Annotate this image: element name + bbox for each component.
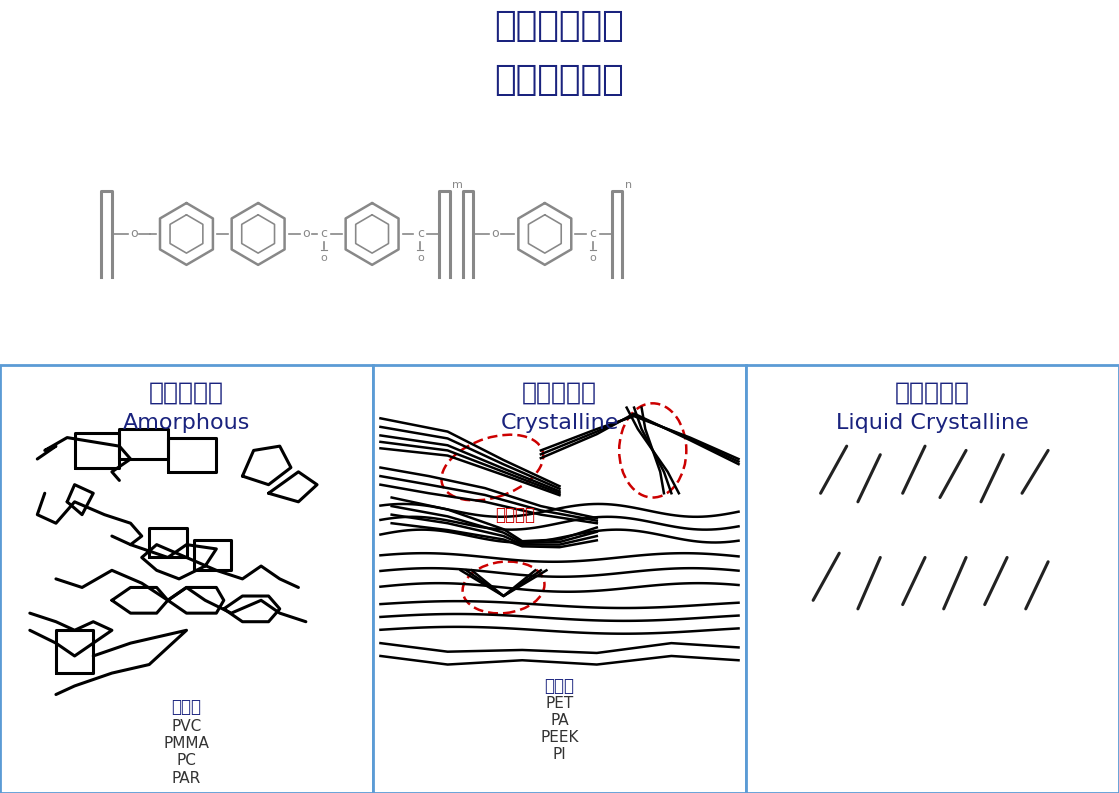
Text: Crystalline: Crystalline (500, 412, 619, 433)
Text: n: n (624, 180, 632, 190)
Text: m: m (452, 180, 463, 190)
Text: o: o (417, 253, 424, 262)
Text: c: c (320, 228, 328, 240)
Text: PEEK: PEEK (540, 730, 579, 745)
Text: 液晶膜構造式: 液晶膜構造式 (495, 63, 624, 98)
Text: 液晶聚合物: 液晶聚合物 (895, 381, 970, 404)
Text: PAR: PAR (172, 771, 201, 786)
Text: 【例】: 【例】 (171, 699, 201, 716)
Text: PI: PI (553, 747, 566, 762)
Text: 非晶性塑料: 非晶性塑料 (149, 381, 224, 404)
Text: PET: PET (545, 695, 574, 711)
Text: 結晶性塑料: 結晶性塑料 (521, 381, 598, 404)
Text: PVC: PVC (171, 719, 201, 734)
Text: PA: PA (551, 713, 568, 728)
Text: o: o (491, 228, 499, 240)
Text: 結晶組織: 結晶組織 (495, 506, 535, 523)
Text: 【例】: 【例】 (545, 677, 574, 695)
Text: c: c (416, 228, 424, 240)
Text: o: o (590, 253, 596, 262)
Text: o: o (130, 228, 138, 240)
Text: o: o (302, 228, 310, 240)
Text: Amorphous: Amorphous (123, 412, 251, 433)
Text: PMMA: PMMA (163, 736, 209, 751)
Text: 超级工程塑料: 超级工程塑料 (495, 9, 624, 43)
Text: o: o (320, 253, 327, 262)
Text: Liquid Crystalline: Liquid Crystalline (836, 412, 1028, 433)
Text: c: c (590, 228, 596, 240)
Text: PC: PC (177, 753, 197, 768)
